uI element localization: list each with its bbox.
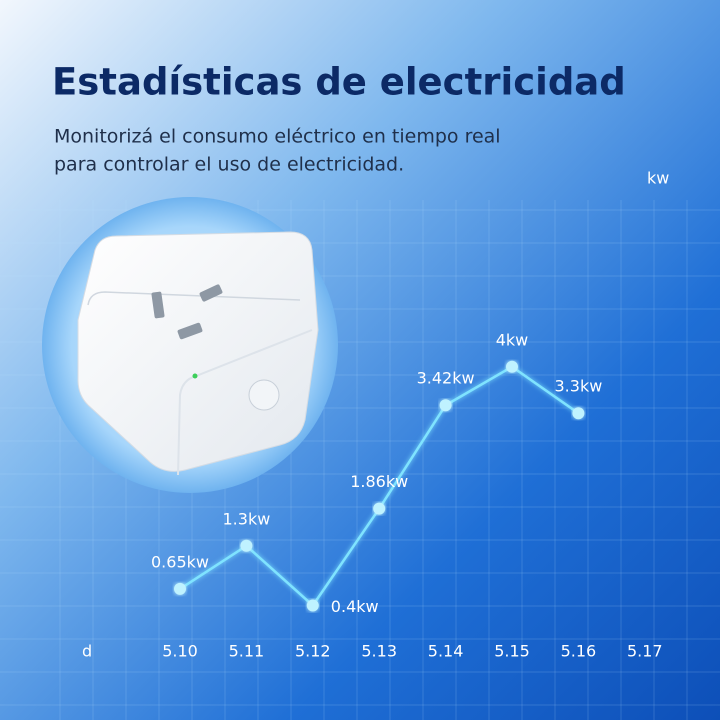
product-image [42,197,338,493]
point [306,599,319,612]
x-tick-label: 5.17 [627,642,663,661]
x-tick-label: 5.15 [494,642,530,661]
point [506,360,518,373]
subtitle: para controlar el uso de electricidad. [54,154,404,176]
x-tick-label: 5.13 [361,642,397,661]
value-label: 4kw [496,330,529,349]
x-axis-label: d [82,642,92,661]
y-axis-label: kw [647,169,669,188]
point [439,399,452,412]
value-label: 0.4kw [331,597,379,616]
value-label: 3.3kw [555,377,603,396]
subtitle: Monitorizá el consumo eléctrico en tiemp… [54,126,501,148]
point [240,539,253,552]
point [373,502,386,515]
value-label: 1.86kw [350,472,408,491]
value-label: 0.65kw [151,552,209,571]
x-tick-label: 5.10 [162,642,198,661]
x-tick-label: 5.12 [295,642,331,661]
title: Estadísticas de electricidad [52,61,626,104]
x-tick-label: 5.14 [428,642,464,661]
point [174,582,186,595]
value-label: 3.42kw [417,369,475,388]
x-tick-label: 5.11 [229,642,265,661]
point [572,407,585,420]
value-label: 1.3kw [223,509,271,528]
x-tick-label: 5.16 [561,642,597,661]
